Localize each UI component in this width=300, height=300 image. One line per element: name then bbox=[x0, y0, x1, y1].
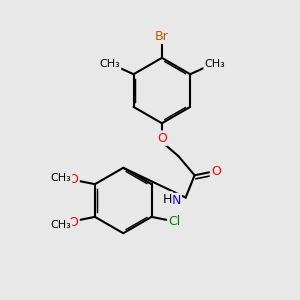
Text: Cl: Cl bbox=[169, 215, 181, 228]
Text: CH₃: CH₃ bbox=[50, 172, 71, 183]
Text: O: O bbox=[69, 173, 79, 186]
Text: O: O bbox=[157, 132, 167, 145]
Text: CH₃: CH₃ bbox=[50, 220, 71, 230]
Text: CH₃: CH₃ bbox=[205, 59, 225, 69]
Text: N: N bbox=[172, 194, 181, 207]
Text: O: O bbox=[69, 216, 79, 229]
Text: O: O bbox=[211, 165, 221, 178]
Text: Br: Br bbox=[155, 30, 169, 43]
Text: H: H bbox=[163, 193, 172, 206]
Text: CH₃: CH₃ bbox=[99, 59, 120, 69]
